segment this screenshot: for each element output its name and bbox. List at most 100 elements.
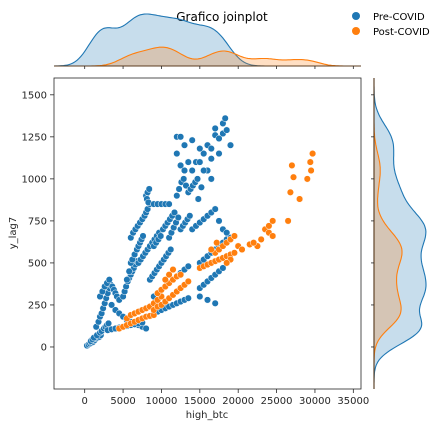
post-covid-point <box>184 277 192 285</box>
post-covid-point <box>288 161 296 169</box>
pre-covid-point <box>211 205 219 213</box>
pre-covid-point <box>203 296 212 304</box>
post-covid-point <box>257 235 265 243</box>
post-covid-point <box>296 195 304 203</box>
pre-covid-point <box>211 124 219 132</box>
joint-axes-frame <box>53 77 362 390</box>
post-covid-point <box>309 150 317 158</box>
y-tick-label: 0 <box>41 342 47 353</box>
pre-covid-point <box>180 166 189 175</box>
pre-covid-point <box>165 200 173 208</box>
pre-covid-point <box>104 319 113 327</box>
x-axis-ticks: 0 5000 10000 15000 20000 25000 30000 35000 <box>82 389 369 407</box>
pre-covid-point <box>170 208 179 217</box>
pre-covid-point <box>221 114 229 122</box>
pre-covid-point <box>167 245 175 254</box>
post-covid-point <box>230 232 238 240</box>
legend-marker-post-covid <box>352 27 360 35</box>
x-tick-label: 20000 <box>222 396 254 407</box>
pre-covid-point <box>219 264 227 272</box>
y-tick-label: 500 <box>28 258 47 269</box>
post-covid-point <box>269 232 277 240</box>
pre-covid-point <box>180 141 189 149</box>
post-covid-point <box>269 217 277 225</box>
pre-covid-y-density <box>373 78 427 389</box>
post-covid-x-density <box>54 46 361 67</box>
top-marginal-kde <box>53 13 361 69</box>
pre-covid-point <box>196 158 204 166</box>
pre-covid-point <box>186 212 194 220</box>
post-covid-point <box>289 173 298 181</box>
scatter-points <box>83 114 317 350</box>
post-covid-point <box>286 188 294 196</box>
x-tick-label: 30000 <box>299 396 331 407</box>
x-tick-label: 25000 <box>261 396 293 407</box>
legend-label-pre-covid: Pre-COVID <box>373 12 425 23</box>
post-covid-point <box>306 158 314 166</box>
right-marginal-kde <box>371 78 427 389</box>
pre-covid-point <box>105 276 113 284</box>
pre-covid-point <box>177 133 185 141</box>
pre-covid-point <box>196 292 204 301</box>
x-tick-label: 10000 <box>146 396 178 407</box>
post-covid-point <box>161 276 169 284</box>
pre-covid-point <box>142 324 150 333</box>
pre-covid-point <box>184 158 192 166</box>
x-axis-label: high_btc <box>186 410 229 421</box>
legend-label-post-covid: Post-COVID <box>373 27 430 38</box>
pre-covid-point <box>184 262 192 270</box>
pre-covid-point <box>184 294 192 302</box>
pre-covid-point <box>200 166 208 175</box>
pre-covid-point <box>200 150 208 158</box>
chart-title: Grafico joinplot <box>176 10 268 24</box>
pre-covid-point <box>173 150 181 158</box>
x-tick-label: 35000 <box>337 396 369 407</box>
pre-covid-point <box>215 134 223 143</box>
pre-covid-point <box>223 126 231 134</box>
pre-covid-point <box>226 141 235 149</box>
pre-covid-point <box>188 166 196 175</box>
y-tick-label: 750 <box>28 216 47 227</box>
pre-covid-point <box>196 145 204 153</box>
post-covid-point <box>165 271 173 279</box>
post-covid-point <box>213 239 221 247</box>
pre-covid-point <box>145 185 153 193</box>
pre-covid-point <box>215 150 223 158</box>
pre-covid-point <box>193 175 202 183</box>
y-tick-label: 250 <box>28 300 47 311</box>
pre-covid-point <box>125 267 133 275</box>
post-covid-point <box>307 166 315 175</box>
pre-covid-point <box>207 145 215 153</box>
post-covid-point <box>238 245 246 254</box>
pre-covid-point <box>180 175 188 183</box>
y-tick-label: 1500 <box>22 90 47 101</box>
pre-covid-point <box>207 175 215 183</box>
post-covid-point <box>230 249 238 257</box>
pre-covid-point <box>174 213 182 222</box>
pre-covid-point <box>215 217 223 225</box>
y-tick-label: 1000 <box>22 174 47 185</box>
y-tick-label: 1250 <box>22 132 47 143</box>
post-covid-point <box>250 239 258 247</box>
post-covid-point <box>169 266 177 274</box>
x-tick-label: 0 <box>82 396 88 407</box>
pre-covid-point <box>139 232 147 240</box>
y-axis-label: y_lag7 <box>8 217 19 250</box>
post-covid-point <box>223 259 231 267</box>
x-tick-label: 5000 <box>110 396 135 407</box>
pre-covid-point <box>197 183 205 191</box>
post-covid-point <box>177 271 185 279</box>
y-axis-ticks: 0 250 500 750 1000 1250 1500 <box>22 90 54 353</box>
pre-covid-point <box>207 155 215 163</box>
pre-covid-point <box>175 185 183 193</box>
pre-covid-point <box>173 192 181 200</box>
post-covid-point <box>207 245 215 254</box>
pre-covid-point <box>194 195 202 203</box>
pre-covid-point <box>188 136 196 144</box>
legend-marker-pre-covid <box>352 12 360 20</box>
legend: Pre-COVID Post-COVID <box>352 12 430 38</box>
x-tick-label: 15000 <box>184 396 216 407</box>
pre-covid-point <box>211 299 219 307</box>
post-covid-point <box>303 175 311 183</box>
